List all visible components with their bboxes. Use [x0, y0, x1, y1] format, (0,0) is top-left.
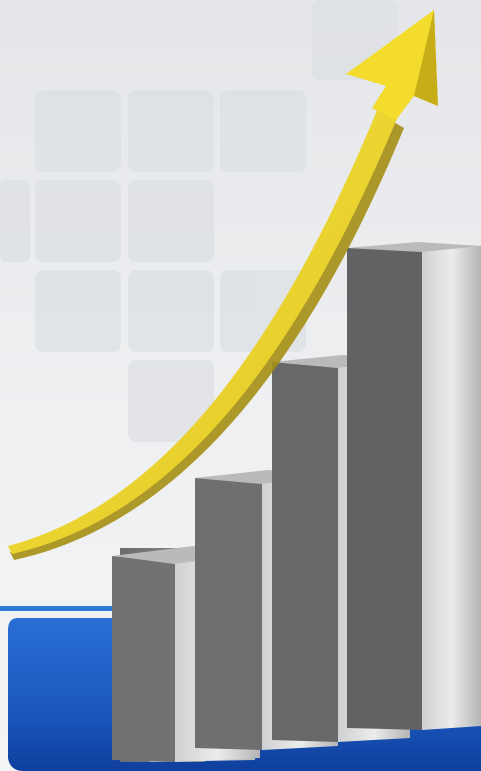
bar-group	[112, 242, 481, 762]
arrow-head-shade	[414, 10, 438, 106]
bar-4	[347, 242, 481, 730]
background-tiles	[0, 0, 398, 442]
